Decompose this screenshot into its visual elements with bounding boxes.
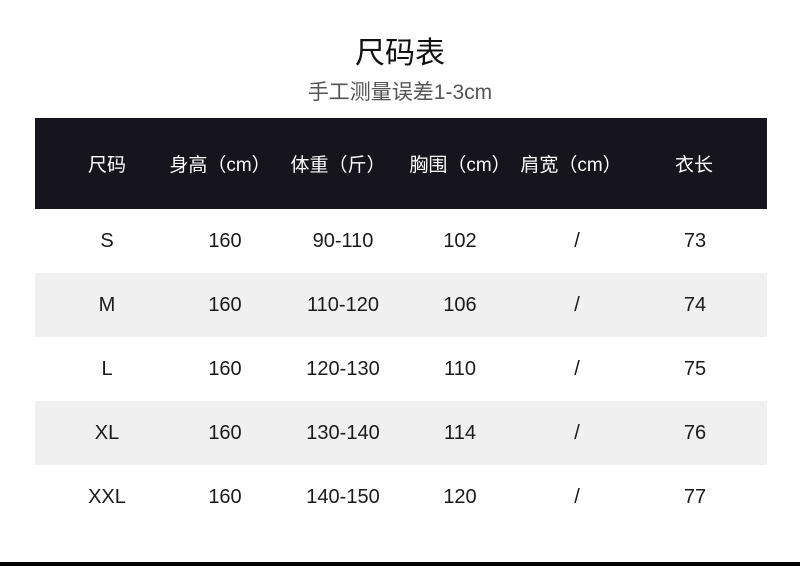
table-cell: XXL [88,485,126,508]
table-cell: / [574,229,580,252]
column-header: 体重（斤） [290,155,386,176]
size-table: 尺码 身高（cm） 体重（斤） 胸围（cm） 肩宽（cm） 衣长 S 160 90-110 10… [35,118,767,529]
table-cell: 75 [683,357,707,380]
table-cell: S [100,229,114,252]
table-cell: / [574,293,580,316]
table-cell: 114 [444,421,476,444]
table-row: M 160 110-120 106 / 74 [35,273,767,337]
table-cell: 77 [683,485,707,508]
table-cell: 160 [208,421,242,444]
table-cell: 120-130 [306,357,380,380]
table-cell: 160 [208,229,242,252]
table-row: S 160 90-110 102 / 73 [35,209,767,273]
table-cell: M [98,293,116,316]
table-cell: 74 [683,293,707,316]
column-header: 身高（cm） [169,155,271,176]
table-cell: 130-140 [306,421,380,444]
table-cell: 106 [443,293,477,316]
column-header: 肩宽（cm） [520,155,622,176]
table-cell: 160 [208,485,242,508]
table-row: L 160 120-130 110 / 75 [35,337,767,401]
table-cell: 102 [443,229,477,252]
page-title: 尺码表 [355,37,445,70]
table-cell: / [574,485,580,508]
table-cell: 73 [683,229,707,252]
bottom-divider [0,562,800,566]
table-cell: / [574,357,580,380]
table-cell: 110 [444,357,476,380]
column-header: 衣长 [674,155,714,176]
page-subtitle: 手工测量误差1-3cm [307,81,493,104]
table-cell: / [574,421,580,444]
table-cell: 110-120 [307,293,379,316]
table-cell: 76 [683,421,707,444]
column-header: 尺码 [87,155,127,176]
table-row: XXL 160 140-150 120 / 77 [35,465,767,529]
table-header-row: 尺码 身高（cm） 体重（斤） 胸围（cm） 肩宽（cm） 衣长 [35,118,767,209]
table-cell: L [101,357,113,380]
table-cell: 160 [208,357,242,380]
table-cell: 120 [443,485,477,508]
table-cell: 160 [208,293,242,316]
column-header: 胸围（cm） [409,155,511,176]
table-cell: XL [94,421,120,444]
table-cell: 90-110 [312,229,374,252]
table-cell: 140-150 [306,485,380,508]
table-row: XL 160 130-140 114 / 76 [35,401,767,465]
